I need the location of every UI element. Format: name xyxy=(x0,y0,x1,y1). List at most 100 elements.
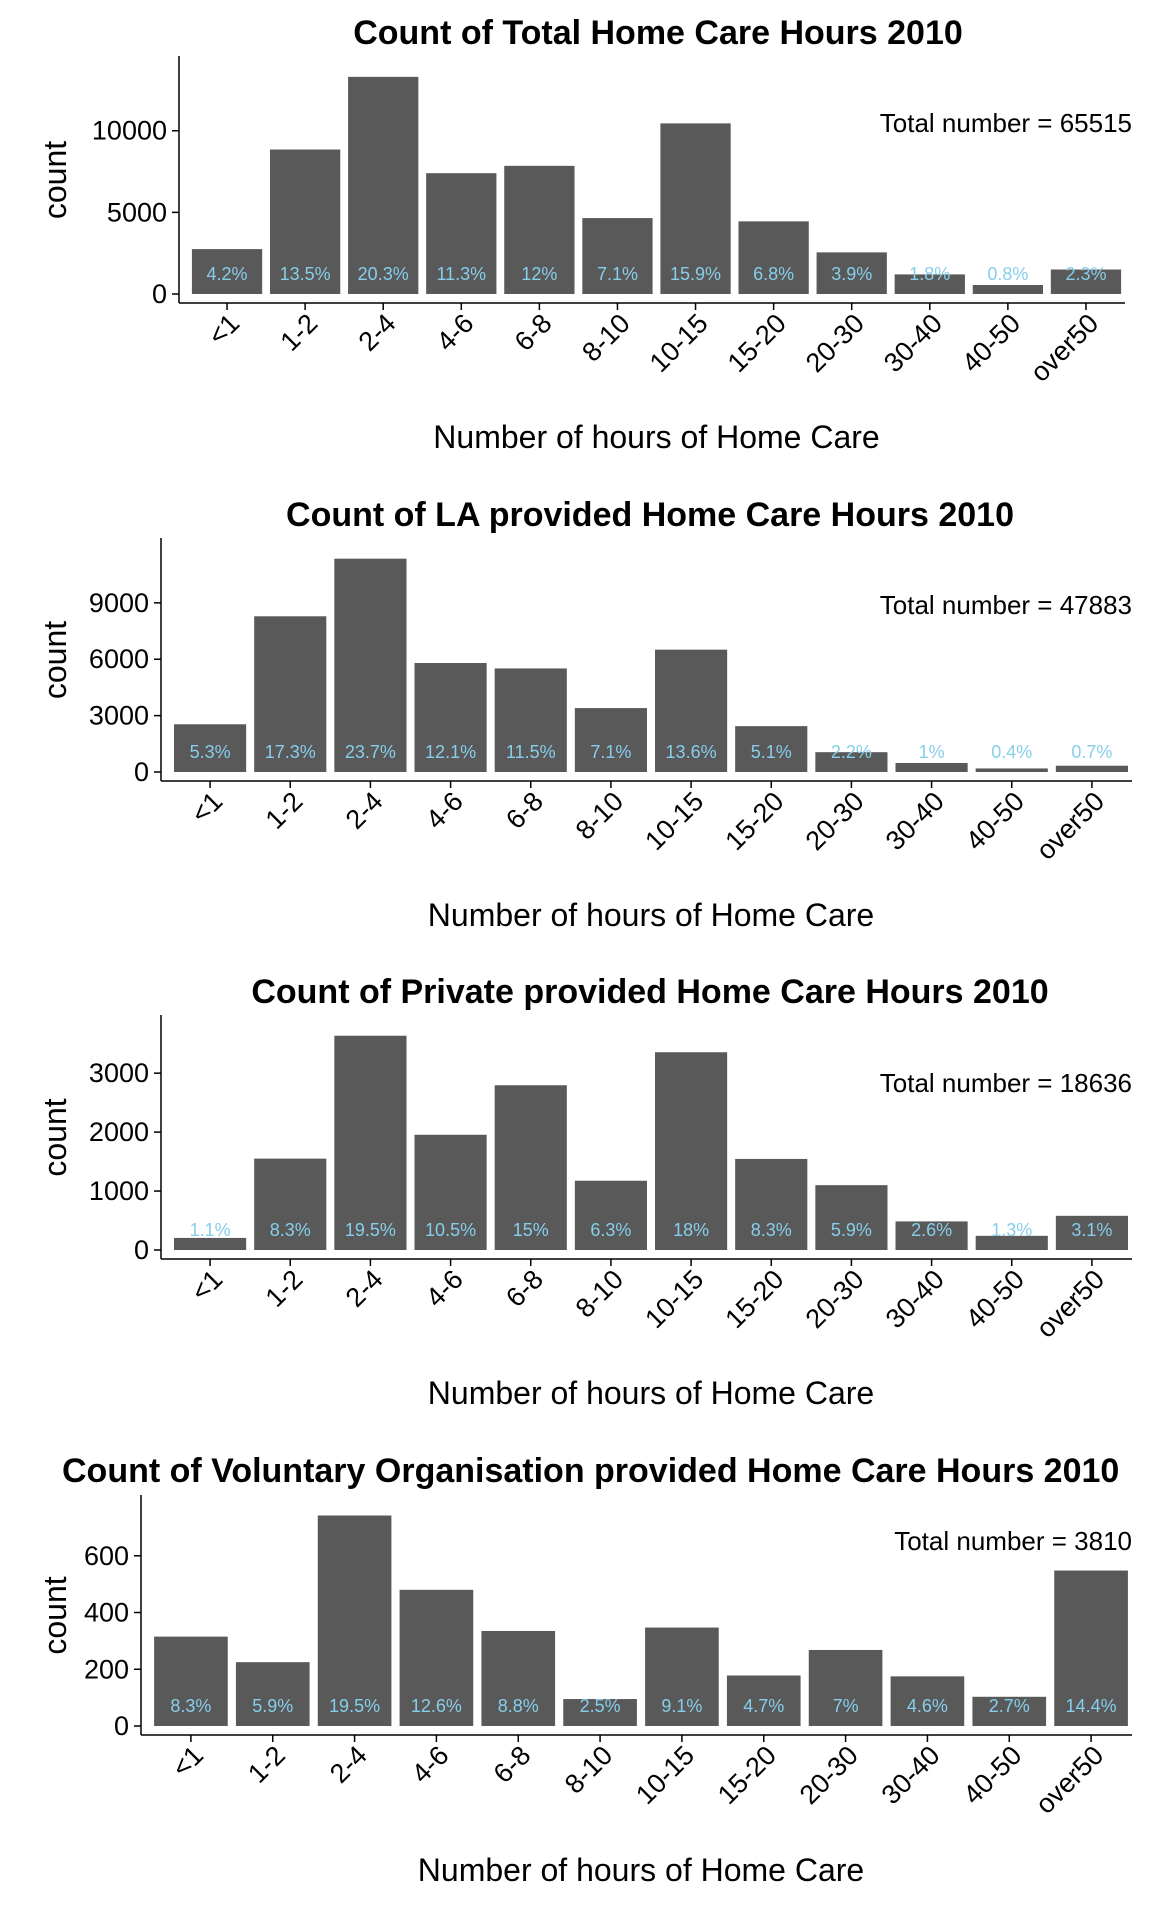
x-tick-label: 1-2 xyxy=(260,1264,309,1313)
x-tick-label: 8-10 xyxy=(570,786,629,845)
bar-6-8 xyxy=(494,668,567,772)
x-tick-label: over50 xyxy=(1025,308,1105,388)
y-tick-label: 2000 xyxy=(89,1117,149,1147)
chart-title: Count of Voluntary Organisation provided… xyxy=(62,1452,1119,1490)
bar-percent-label: 0.8% xyxy=(987,264,1028,284)
bar-percent-label: 14.4% xyxy=(1066,1696,1117,1716)
bar-6-8 xyxy=(481,1630,556,1726)
x-tick-label: 20-30 xyxy=(800,786,870,856)
bar-40-50 xyxy=(972,285,1044,294)
x-tick-label: 20-30 xyxy=(800,1264,870,1334)
bar-4-6 xyxy=(426,173,497,294)
bar-<1 xyxy=(174,1237,247,1250)
bar-10-15 xyxy=(655,649,728,772)
bar-2-4 xyxy=(317,1515,392,1726)
bar-percent-label: 1.8% xyxy=(909,264,950,284)
bar-percent-label: 1.3% xyxy=(991,1220,1032,1240)
x-tick-label: 6-8 xyxy=(500,1264,549,1313)
bar-over50 xyxy=(1054,1570,1128,1726)
bar-percent-label: 1.1% xyxy=(190,1220,231,1240)
bar-40-50 xyxy=(975,768,1048,772)
bar-40-50 xyxy=(975,1235,1048,1250)
bar-percent-label: 10.5% xyxy=(425,1220,476,1240)
x-tick-label: 40-50 xyxy=(956,308,1026,378)
y-tick-label: 6000 xyxy=(89,644,149,674)
bar-percent-label: 19.5% xyxy=(345,1220,396,1240)
bar-30-40 xyxy=(894,274,965,294)
bar-percent-label: 11.5% xyxy=(506,742,556,762)
bar-percent-label: 23.7% xyxy=(345,742,396,762)
bar-percent-label: 5.1% xyxy=(751,742,792,762)
x-tick-label: 40-50 xyxy=(960,1264,1030,1334)
bar-30-40 xyxy=(890,1676,965,1726)
y-axis-title: count xyxy=(37,621,73,699)
bar-percent-label: 8.3% xyxy=(170,1696,211,1716)
x-tick-label: 20-30 xyxy=(794,1740,864,1810)
bar-20-30 xyxy=(816,252,887,294)
x-tick-label: 40-50 xyxy=(960,786,1030,856)
x-axis-title: Number of hours of Home Care xyxy=(433,419,879,455)
x-tick-label: 15-20 xyxy=(719,786,789,856)
x-tick-label: 10-15 xyxy=(630,1740,700,1810)
bar-20-30 xyxy=(815,1185,888,1250)
bar-percent-label: 4.7% xyxy=(743,1696,784,1716)
y-tick-label: 1000 xyxy=(89,1176,149,1206)
x-tick-label: 2-4 xyxy=(340,1264,389,1313)
x-tick-label: over50 xyxy=(1031,1264,1111,1344)
x-axis-title: Number of hours of Home Care xyxy=(428,897,874,933)
x-tick-label: 30-40 xyxy=(876,1740,946,1810)
bar-percent-label: 12.6% xyxy=(411,1696,462,1716)
bar-percent-label: 5.9% xyxy=(252,1696,293,1716)
x-tick-label: 10-15 xyxy=(639,786,709,856)
chart-panel-4: Count of Voluntary Organisation provided… xyxy=(37,1452,1132,1888)
bar-10-15 xyxy=(660,123,731,294)
bar-percent-label: 3.1% xyxy=(1071,1220,1112,1240)
bar-percent-label: 19.5% xyxy=(329,1696,380,1716)
bar-4-6 xyxy=(414,662,487,772)
x-tick-label: 2-4 xyxy=(340,786,389,835)
bar-percent-label: 2.6% xyxy=(911,1220,952,1240)
chart-title: Count of Private provided Home Care Hour… xyxy=(251,973,1048,1011)
bar-<1 xyxy=(174,724,247,772)
bar-percent-label: 12% xyxy=(521,264,557,284)
y-tick-label: 3000 xyxy=(89,1058,149,1088)
bar-percent-label: 1% xyxy=(919,742,945,762)
bar-percent-label: 15% xyxy=(513,1220,549,1240)
bar-percent-label: 20.3% xyxy=(358,264,409,284)
chart-panel-2: Count of LA provided Home Care Hours 201… xyxy=(37,496,1132,933)
bar-30-40 xyxy=(895,762,968,772)
chart-title: Count of LA provided Home Care Hours 201… xyxy=(286,496,1014,534)
bar-8-10 xyxy=(574,708,647,772)
x-tick-label: 6-8 xyxy=(488,1740,537,1789)
bar-percent-label: 8.3% xyxy=(270,1220,311,1240)
bar-percent-label: 6.3% xyxy=(590,1220,631,1240)
bar-15-20 xyxy=(738,221,809,294)
bar-15-20 xyxy=(735,726,808,772)
y-tick-label: 0 xyxy=(114,1711,129,1741)
bar-2-4 xyxy=(334,1035,407,1250)
bar-percent-label: 4.2% xyxy=(207,264,248,284)
bar-percent-label: 7% xyxy=(833,1696,859,1716)
x-tick-label: 15-20 xyxy=(712,1740,782,1810)
x-tick-label: <1 xyxy=(202,308,245,351)
total-number-annotation: Total number = 65515 xyxy=(880,108,1132,138)
bar-1-2 xyxy=(254,1158,327,1250)
bar-20-30 xyxy=(808,1649,883,1726)
bar-percent-label: 2.5% xyxy=(580,1696,621,1716)
bar-percent-label: 2.2% xyxy=(831,742,872,762)
x-tick-label: 30-40 xyxy=(880,1264,950,1334)
bar-percent-label: 9.1% xyxy=(661,1696,702,1716)
x-tick-label: 4-6 xyxy=(420,1264,469,1313)
bar-6-8 xyxy=(494,1085,567,1250)
x-tick-label: over50 xyxy=(1030,1740,1110,1820)
x-tick-label: 4-6 xyxy=(406,1740,455,1789)
bar-40-50 xyxy=(972,1696,1047,1726)
bar-4-6 xyxy=(399,1589,474,1726)
bar-over50 xyxy=(1055,765,1128,772)
bar-percent-label: 0.7% xyxy=(1071,742,1112,762)
bar-8-10 xyxy=(563,1699,637,1726)
chart-panel-1: Count of Total Home Care Hours 2010 0 5000… xyxy=(37,14,1132,455)
bar-percent-label: 15.9% xyxy=(670,264,721,284)
x-tick-label: 30-40 xyxy=(880,786,950,856)
bar-over50 xyxy=(1050,269,1122,294)
